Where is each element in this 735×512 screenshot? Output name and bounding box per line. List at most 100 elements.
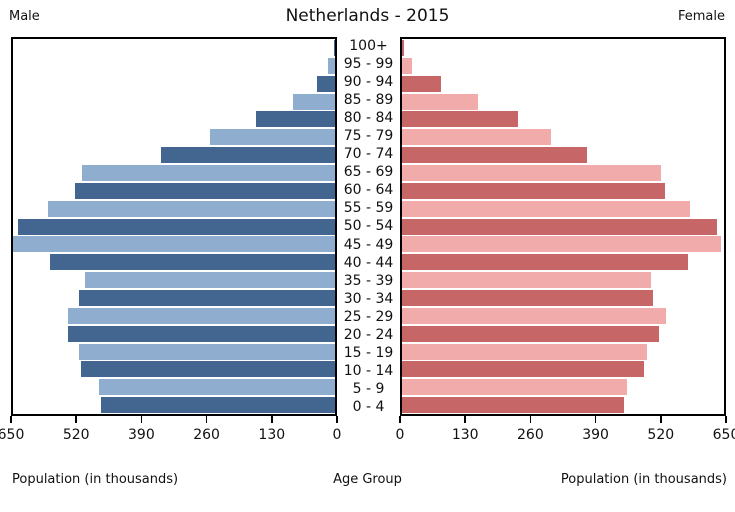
female-bar-row [402,93,724,111]
female-axis-caption: Population (in thousands) [560,472,727,487]
female-bar-row [402,75,724,93]
female-bar [402,93,479,110]
x-axis-tick [271,416,273,423]
male-bar-row [13,253,335,271]
female-bar [402,289,654,306]
female-bar-row [402,343,724,361]
male-series-label: Male [9,9,40,24]
male-bar-row [13,57,335,75]
age-group-label: 100+ [349,38,388,55]
female-bar-row [402,360,724,378]
x-axis-tick [464,416,466,423]
male-bar [47,200,335,217]
age-group-label: 90 - 94 [343,74,394,91]
female-bar [402,164,661,181]
x-axis-tick-label: 520 [62,427,90,443]
female-bar [402,361,645,378]
female-bar-row [402,271,724,289]
male-bar [255,111,335,128]
male-bar [68,307,335,324]
male-bar [67,325,335,342]
x-axis-tick-label: 650 [0,427,25,443]
x-axis-tick-label: 260 [517,427,544,443]
female-bar [402,111,519,128]
x-axis-tick-label: 130 [258,427,286,443]
age-group-label: 10 - 14 [343,362,394,379]
male-bar-row [13,235,335,253]
x-axis-tick [10,416,12,423]
male-axis-caption: Population (in thousands) [12,472,179,487]
female-bar [402,272,651,289]
age-group-axis: 100+ 95 - 99 90 - 94 85 - 89 80 - 84 75 - 79 7… [337,37,400,416]
x-axis-tick [205,416,208,423]
female-bar [402,75,441,92]
age-group-label: 85 - 89 [343,92,394,109]
female-bar [402,236,722,253]
male-bar [82,164,335,181]
x-axis-tick [75,416,77,423]
age-group-label: 15 - 19 [343,344,394,361]
female-bar [402,397,624,414]
male-plot [11,37,337,416]
age-group-label: 65 - 69 [343,164,394,181]
male-bar-row [13,360,335,378]
female-bar-row [402,164,724,182]
female-bar [402,129,552,146]
age-group-label: 20 - 24 [343,326,394,343]
male-bar [74,182,335,199]
female-bar-row [402,235,724,253]
age-group-label: 45 - 49 [343,236,394,253]
male-bar [49,254,335,271]
male-bar-row [13,289,335,307]
chart-title: Netherlands - 2015 [285,6,450,26]
female-bar [402,343,647,360]
x-axis-tick [336,416,338,423]
male-bar [293,93,335,110]
male-x-axis: 0 130 260 390 520 650 [0,416,341,456]
female-bar [402,218,718,235]
x-axis-tick-label: 650 [712,427,735,443]
female-bar [402,379,627,396]
female-plot [400,37,726,416]
male-bar-row [13,378,335,396]
x-axis-tick [140,416,143,423]
female-bar-row [402,182,724,200]
male-bar [98,379,335,396]
female-bar-row [402,128,724,146]
x-axis-tick [529,416,532,423]
male-bar [85,272,335,289]
male-bar [78,343,335,360]
age-group-label: 30 - 34 [343,290,394,307]
age-group-label: 40 - 44 [343,254,394,271]
female-bar-row [402,253,724,271]
male-bar [161,147,335,164]
female-bar-row [402,325,724,343]
male-bar [81,361,335,378]
male-bar-row [13,325,335,343]
female-bar-row [402,396,724,414]
x-axis-tick [399,416,401,423]
x-axis-tick-label: 390 [582,427,609,443]
male-bar [100,397,335,414]
age-group-label: 80 - 84 [343,110,394,127]
male-bar [334,39,335,56]
male-bar [13,236,335,253]
female-bar-row [402,39,724,57]
male-bar-row [13,128,335,146]
age-group-label: 25 - 29 [343,308,394,325]
female-bar [402,147,588,164]
male-bar-row [13,307,335,325]
male-bar-row [13,146,335,164]
x-axis-tick [725,416,727,423]
female-bar [402,57,412,74]
x-axis-tick-label: 0 [332,427,342,443]
female-bar [402,39,405,56]
female-bar-row [402,378,724,396]
male-bar-row [13,164,335,182]
male-bar-row [13,271,335,289]
male-bar-row [13,110,335,128]
female-bar-row [402,289,724,307]
female-bar-row [402,110,724,128]
male-bar-row [13,182,335,200]
